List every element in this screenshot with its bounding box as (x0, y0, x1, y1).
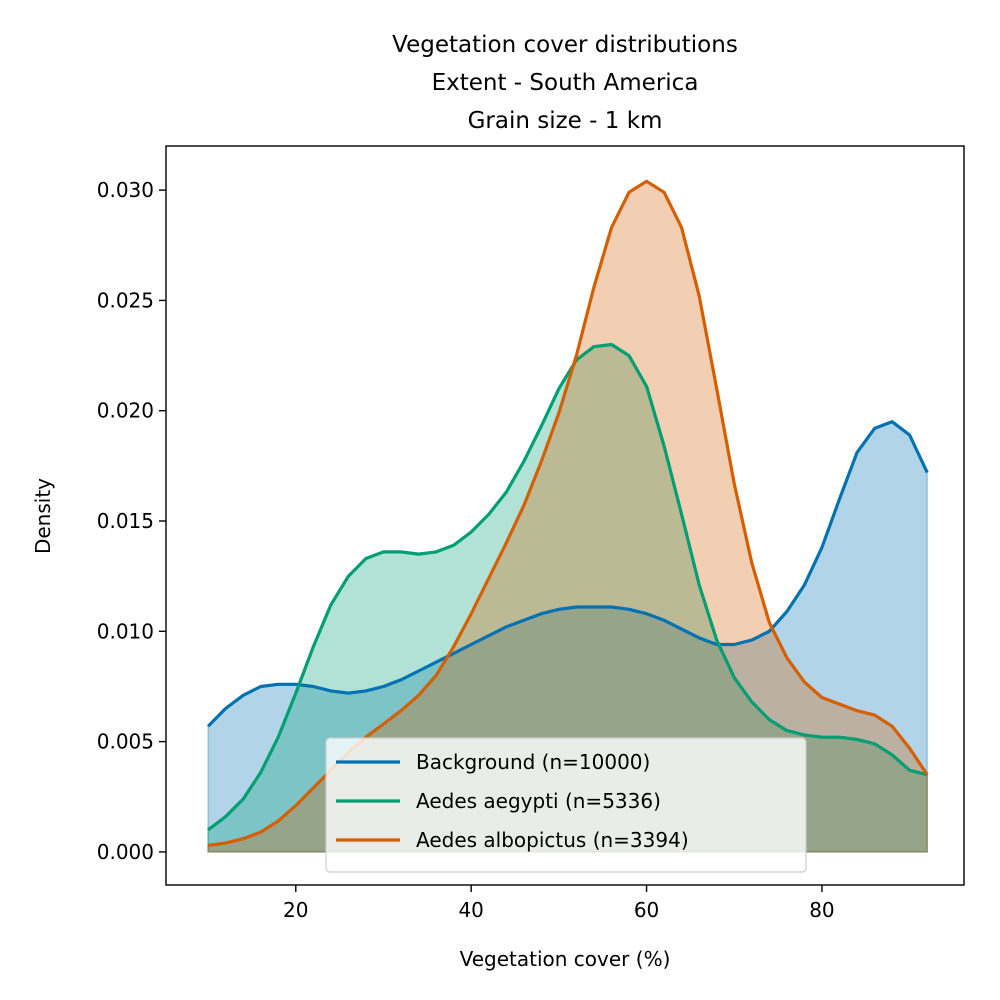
y-axis-ticks: 0.000 0.005 0.010 0.015 0.020 0.025 0.030 (97, 178, 166, 864)
x-tick-label: 20 (283, 898, 308, 922)
chart-title: Vegetation cover distributions Extent - … (392, 32, 738, 134)
legend-label-3: Aedes albopictus (n=3394) (416, 828, 689, 852)
y-tick-label: 0.030 (97, 178, 154, 202)
legend-box (325, 737, 807, 873)
y-tick-label: 0.025 (97, 288, 154, 312)
x-tick-label: 40 (458, 898, 483, 922)
y-tick-label: 0.020 (97, 399, 154, 423)
legend-label-1: Background (n=10000) (416, 750, 650, 774)
series-line-2 (207, 342, 928, 832)
y-tick-label: 0.000 (97, 840, 154, 864)
x-tick-label: 80 (809, 898, 834, 922)
legend: Background (n=10000) Aedes aegypti (n=533… (325, 737, 807, 873)
y-tick-label: 0.015 (97, 509, 154, 533)
chart-title-line-3: Grain size - 1 km (468, 108, 663, 134)
chart-title-line-1: Vegetation cover distributions (392, 32, 738, 58)
y-tick-label: 0.010 (97, 619, 154, 643)
y-tick-label: 0.005 (97, 730, 154, 754)
series-line-1 (206, 420, 929, 728)
x-tick-label: 60 (634, 898, 659, 922)
legend-label-2: Aedes aegypti (n=5336) (416, 789, 661, 813)
x-axis-label: Vegetation cover (%) (460, 947, 671, 971)
x-axis-ticks: 20 40 60 80 (283, 885, 835, 922)
chart-title-line-2: Extent - South America (432, 70, 699, 96)
y-axis-label: Density (31, 478, 55, 554)
plot-frame (165, 145, 965, 886)
